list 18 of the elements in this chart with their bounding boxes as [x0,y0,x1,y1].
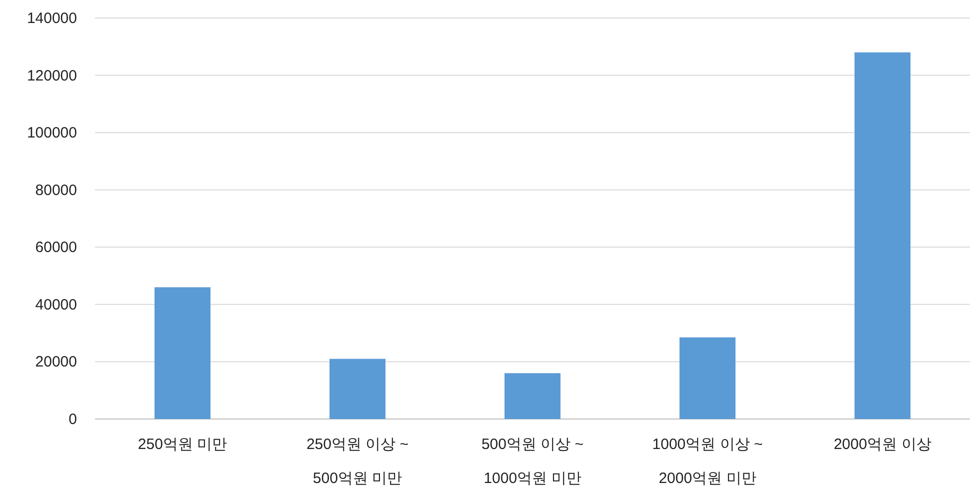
x-tick-label: 500억원 이상 ~ 1000억원 미만 [481,436,584,487]
y-tick-label: 40000 [35,296,77,314]
y-tick-label: 100000 [26,124,77,142]
bar [154,287,210,419]
x-tick-label: 2000억원 이상 [834,436,932,453]
bar [330,358,386,419]
y-tick-label: 60000 [35,239,77,256]
x-tick-label: 250억원 이상 ~ 500억원 미만 [306,436,409,487]
bar [680,337,736,419]
x-tick-label: 1000억원 이상 ~ 2000억원 미만 [652,436,763,487]
x-tick-label: 250억원 미만 [138,436,228,453]
y-tick-label: 120000 [26,67,77,84]
y-tick-label: 0 [68,411,77,428]
bar [504,373,560,419]
bar [854,52,910,419]
y-tick-label: 20000 [35,354,77,371]
y-tick-label: 80000 [35,182,77,199]
y-tick-label: 140000 [26,10,77,27]
